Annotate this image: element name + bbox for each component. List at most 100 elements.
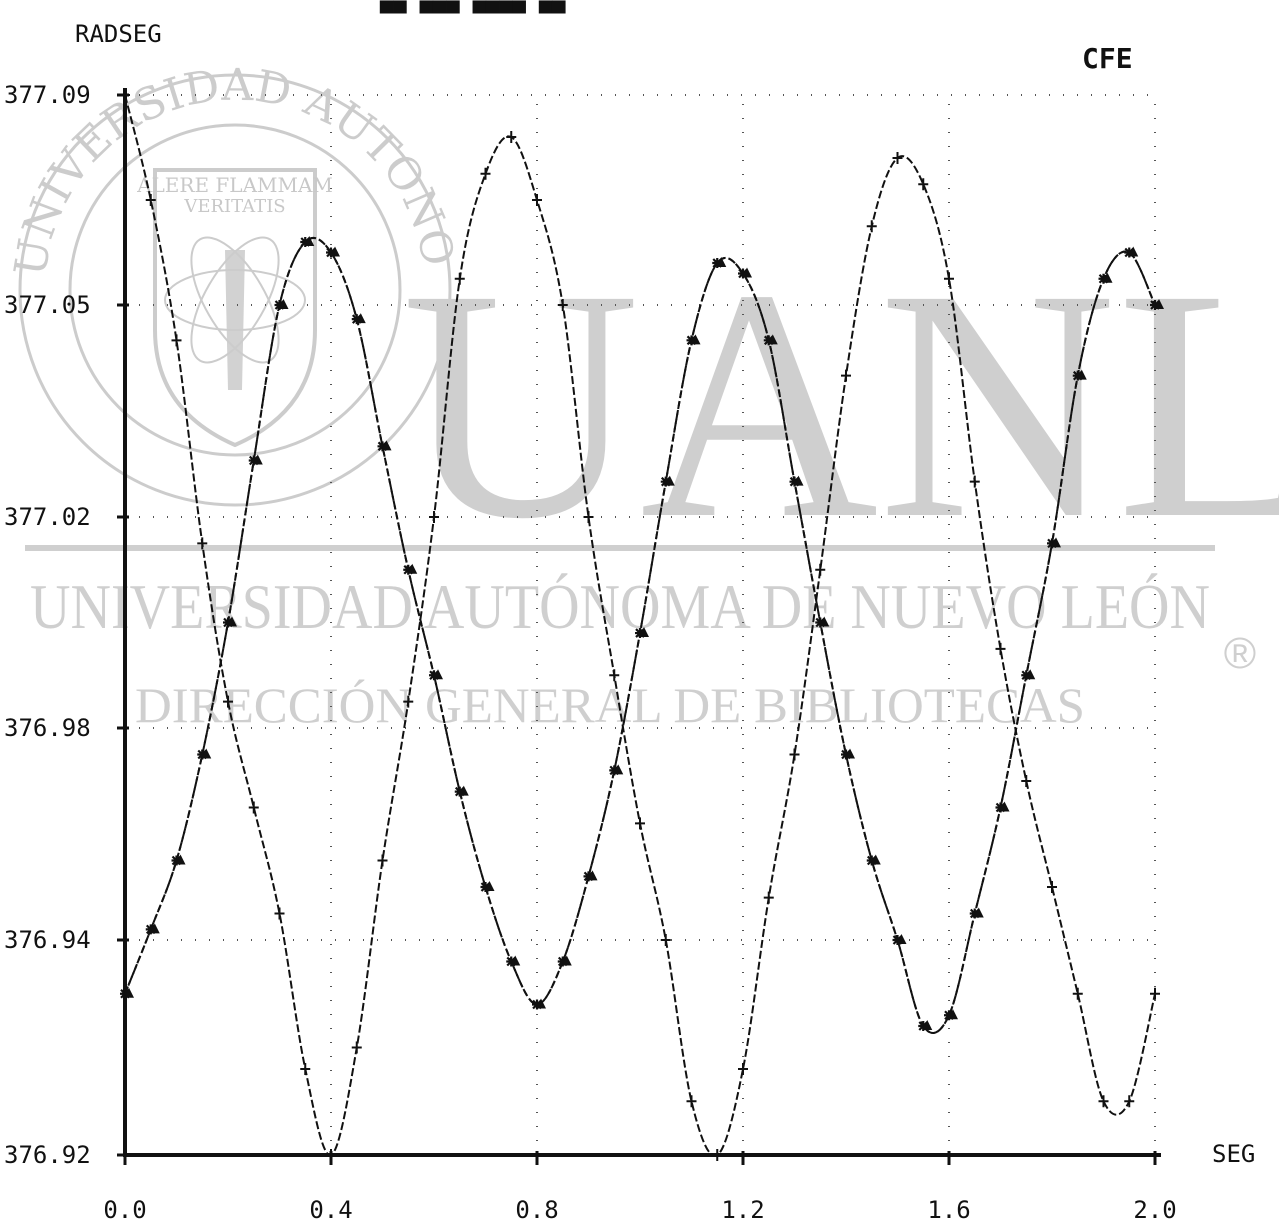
data-point [536,998,546,1009]
y-tick-label: 376.98 [4,714,91,742]
data-point [145,194,156,206]
y-tick-label: 377.05 [4,291,91,319]
data-point [712,1149,723,1161]
data-point [948,1009,958,1020]
data-point [403,695,414,708]
header-fragment: ▄▄ ▄▄▄ ▄▄▄▄ ▄▄ [379,0,566,14]
data-point [149,923,160,934]
data-point [330,246,340,257]
axes [117,88,1161,1165]
data-point [922,1020,933,1030]
university-seal: ALERE FLAMMAM VERITATIS UNIVERSIDAD AUTO… [0,0,464,507]
data-point [1128,246,1139,257]
watermark: ALERE FLAMMAM VERITATIS UNIVERSIDAD AUTO… [0,0,1279,733]
data-point [918,178,929,191]
data-point [510,955,521,966]
data-point [223,617,233,628]
data-point [454,272,465,285]
data-point [248,801,259,814]
data-point [274,300,285,310]
data-point [587,870,598,881]
data-point [690,334,701,345]
data-point [557,956,568,967]
data-point [355,313,366,324]
torch-icon [225,250,245,390]
y-tick-label: 376.92 [4,1141,91,1169]
data-point [944,272,954,285]
data-point [326,1149,336,1161]
seal-motto-1: ALERE FLAMMAM [136,173,333,197]
data-point [639,627,649,638]
data-point [742,267,752,278]
data-point [304,236,315,246]
series-layer [120,89,1164,1161]
data-point [223,695,233,708]
data-point [197,537,208,550]
data-point [381,440,392,451]
y-axis-label: RADSEG [75,20,162,48]
data-point [866,220,877,233]
series-line [124,237,1156,1035]
data-point [583,871,594,882]
data-point [429,511,439,523]
data-point [1154,299,1164,309]
seal-motto-2: VERITATIS [183,196,285,217]
data-point [532,194,542,206]
data-point [120,89,130,101]
data-point [583,511,594,523]
series-3 [124,236,1164,1035]
data-point [175,854,186,865]
data-point [995,642,1006,655]
data-point [171,855,182,866]
data-point [716,257,727,267]
data-point [664,475,675,486]
data-point [480,167,491,180]
x-tick-label: 0.8 [515,1196,558,1224]
data-point [484,881,495,891]
data-point [561,955,572,966]
seal-ring-text: UNIVERSIDAD AUTONOMA DE NUEVO LEON [0,0,464,280]
data-point [480,882,491,892]
data-point [351,314,362,325]
data-point [506,131,517,143]
x-tick-label: 0.4 [309,1196,352,1224]
x-tick-label: 1.2 [721,1196,764,1224]
data-point [274,907,285,920]
x-axis-label: SEG [1212,1140,1255,1168]
data-point [1051,537,1061,548]
data-point [351,1041,362,1054]
data-point [1098,1095,1109,1108]
data-point [1102,272,1113,283]
data-point [145,924,156,935]
x-tick-label: 2.0 [1133,1196,1176,1224]
data-point [763,891,774,904]
data-point [845,748,855,759]
watermark-letters: UANL [402,222,1279,587]
data-point [789,748,800,761]
data-point [1124,247,1135,258]
data-point [793,475,804,486]
data-point [454,786,465,797]
data-point [433,669,443,680]
data-point [841,369,851,382]
data-point [815,563,826,576]
data-point [609,669,620,682]
data-point [1025,669,1036,680]
data-point [1124,1095,1135,1108]
data-point [660,934,671,946]
data-point [407,563,418,574]
y-tick-label: 376.94 [4,926,91,954]
data-point [252,454,263,465]
registered-mark: ® [1224,629,1256,678]
y-tick-label: 377.02 [4,503,91,531]
data-point [969,475,980,488]
data-point [1150,987,1160,1000]
data-point [896,934,907,944]
x-tick-label: 0.0 [103,1196,146,1224]
data-point [973,907,984,918]
data-point [613,764,624,775]
data-point [635,817,645,830]
corner-label: CFE [1082,42,1133,75]
data-point [557,299,568,311]
